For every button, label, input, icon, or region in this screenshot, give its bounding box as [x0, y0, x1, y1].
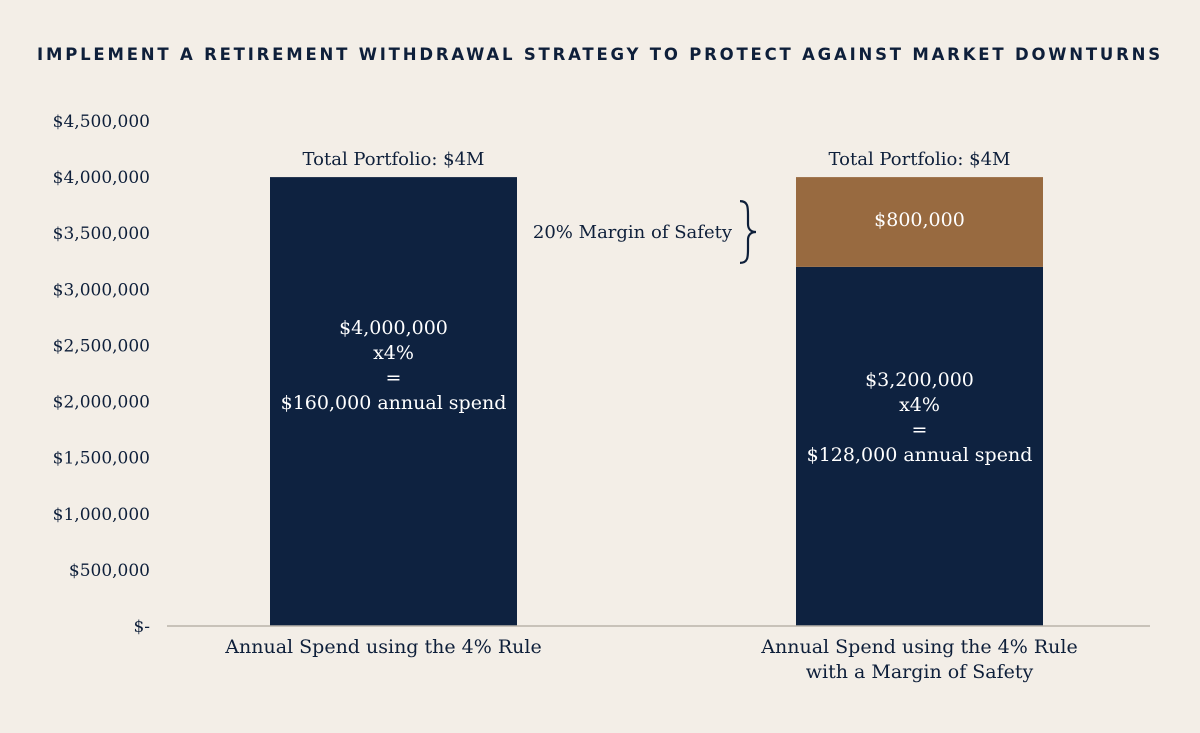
bar-base [796, 266, 1043, 626]
bar-value-label: x4% [899, 394, 940, 416]
bar-total-label: Total Portfolio: $4M [303, 149, 485, 170]
y-tick-label: $4,000,000 [53, 168, 150, 188]
bar-value-label: x4% [373, 342, 414, 364]
bar-value-label: = [386, 367, 402, 389]
brace-icon [739, 200, 757, 264]
bar-value-label: $128,000 annual spend [807, 444, 1033, 466]
bar-value-label: $3,200,000 [865, 369, 974, 391]
bar-value-label: $160,000 annual spend [281, 392, 507, 414]
y-tick-label: $500,000 [69, 561, 150, 581]
y-tick-label: $3,000,000 [53, 280, 150, 300]
y-tick-label: $2,500,000 [53, 336, 150, 356]
bar-value-label: = [912, 419, 928, 441]
y-tick-label: $4,500,000 [53, 112, 150, 132]
annotation-label: 20% Margin of Safety [533, 222, 733, 243]
y-tick-label: $1,500,000 [53, 449, 150, 469]
x-category-label: Annual Spend using the 4% Rule [224, 636, 541, 658]
x-category-label: Annual Spend using the 4% Rule [760, 636, 1077, 658]
y-tick-label: $- [133, 617, 150, 637]
y-tick-label: $3,500,000 [53, 224, 150, 244]
bar-value-label: $4,000,000 [339, 317, 448, 339]
y-tick-label: $2,000,000 [53, 393, 150, 413]
bar-value-label: $800,000 [874, 209, 965, 231]
bar-total-label: Total Portfolio: $4M [829, 149, 1011, 170]
y-tick-label: $1,000,000 [53, 505, 150, 525]
x-category-label: with a Margin of Safety [806, 661, 1034, 683]
chart-title: IMPLEMENT A RETIREMENT WITHDRAWAL STRATE… [37, 45, 1163, 64]
bar-base [270, 177, 517, 626]
bar-margin-of-safety [796, 177, 1043, 267]
